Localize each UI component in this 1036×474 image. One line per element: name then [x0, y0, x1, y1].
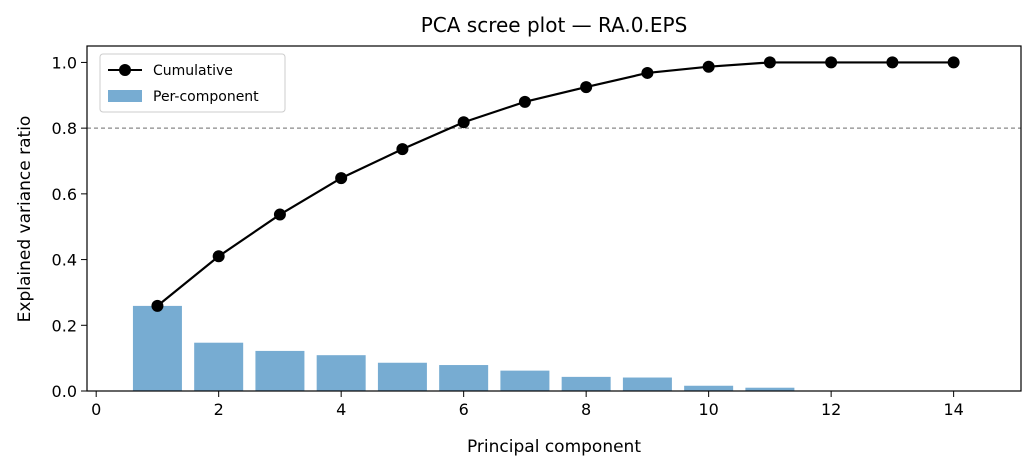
cumulative-point-7 [518, 95, 531, 108]
x-tick-label: 10 [698, 400, 718, 419]
y-tick-label: 1.0 [52, 53, 77, 72]
cumulative-point-5 [396, 143, 409, 156]
cumulative-point-6 [457, 116, 470, 129]
cumulative-point-8 [580, 81, 593, 94]
cumulative-point-4 [335, 172, 348, 185]
x-tick-label: 8 [581, 400, 591, 419]
bar-pc8 [561, 376, 611, 391]
chart-title: PCA scree plot — RA.0.EPS [421, 13, 688, 37]
cumulative-point-14 [947, 56, 960, 69]
plot-frame [86, 45, 1022, 392]
legend-label-cumulative: Cumulative [153, 63, 233, 79]
cumulative-point-12 [825, 56, 838, 69]
bar-pc11 [745, 387, 795, 391]
x-tick-label: 0 [91, 400, 101, 419]
y-tick-label: 0.0 [52, 382, 77, 401]
cumulative-point-3 [273, 208, 286, 221]
legend: Cumulative Per-component [99, 53, 286, 113]
x-tick-label: 6 [459, 400, 469, 419]
x-tick-label: 4 [336, 400, 346, 419]
x-axis-label: Principal component [467, 437, 641, 457]
legend-bar-swatch [108, 90, 142, 102]
x-tick-label: 14 [943, 400, 963, 419]
bar-pc10 [684, 385, 734, 391]
cumulative-point-1 [151, 299, 164, 312]
y-axis-label: Explained variance ratio [15, 116, 35, 323]
bar-pc7 [500, 370, 550, 391]
bar-pc6 [439, 365, 489, 391]
y-tick-label: 0.2 [52, 316, 77, 335]
bar-pc9 [622, 377, 672, 391]
x-tick-label: 2 [214, 400, 224, 419]
cumulative-point-2 [212, 250, 225, 263]
bar-pc3 [255, 350, 305, 391]
cumulative-point-11 [763, 56, 776, 69]
cumulative-point-13 [886, 56, 899, 69]
legend-label-per-component: Per-component [153, 89, 259, 105]
y-tick-label: 0.4 [52, 251, 77, 270]
cumulative-line [156, 61, 954, 307]
y-tick-label: 0.6 [52, 185, 77, 204]
bar-pc2 [194, 342, 244, 391]
cumulative-point-9 [641, 66, 654, 79]
legend-marker-swatch [119, 64, 131, 76]
y-tick-label: 0.8 [52, 119, 77, 138]
bar-pc1 [132, 305, 182, 391]
cumulative-point-10 [702, 60, 715, 73]
bar-pc4 [316, 355, 366, 391]
bar-pc5 [377, 362, 427, 391]
x-tick-label: 12 [821, 400, 841, 419]
legend-box [99, 53, 286, 113]
